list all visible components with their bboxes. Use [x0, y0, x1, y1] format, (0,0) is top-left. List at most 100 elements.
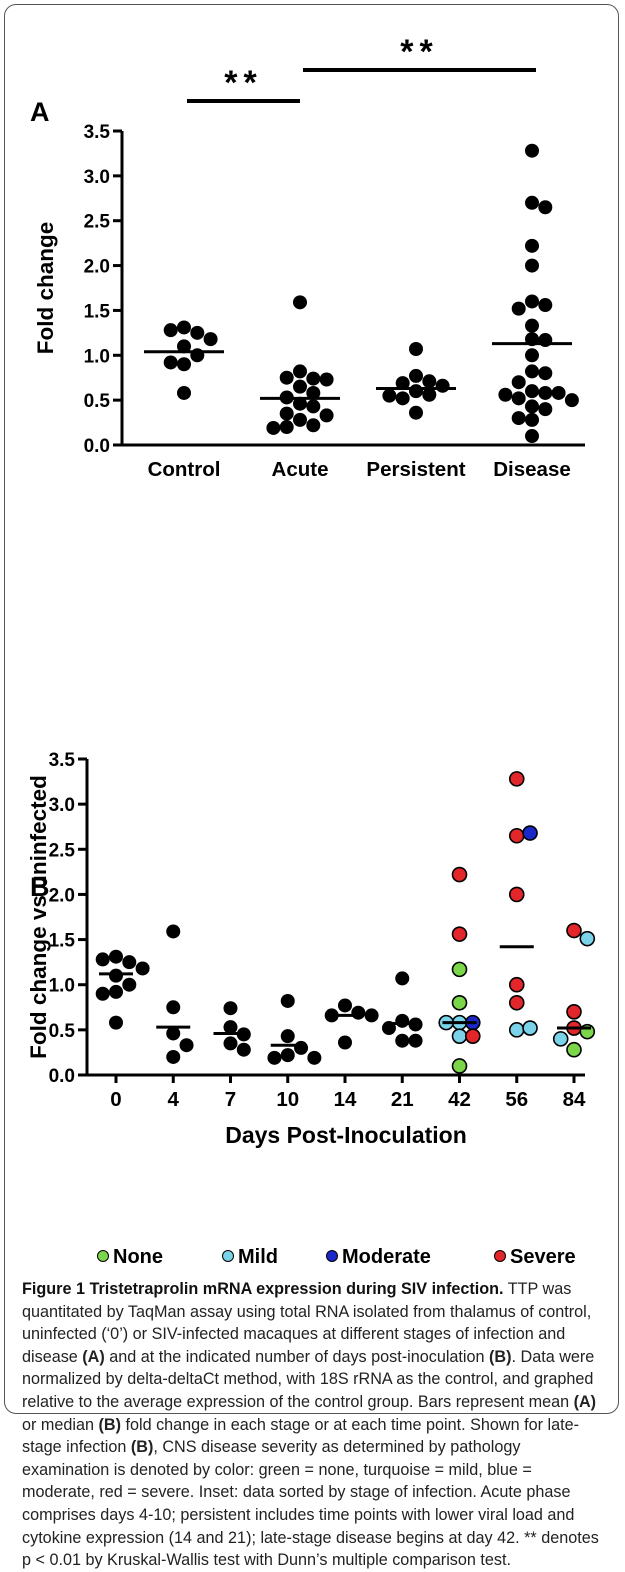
- legend-item-mild: Mild: [222, 1246, 278, 1269]
- data-point: [236, 1042, 251, 1057]
- caption-ref: (A): [573, 1392, 597, 1411]
- x-tick-label: 0: [110, 1088, 121, 1111]
- data-point: [525, 348, 539, 363]
- data-point: [166, 924, 181, 939]
- data-point: [177, 385, 191, 400]
- panel-label-A: A: [30, 97, 50, 127]
- y-tick-label: 3.0: [49, 795, 75, 816]
- x-tick-label: 42: [448, 1088, 471, 1111]
- legend-dot-severe: [494, 1249, 506, 1262]
- data-point: [525, 429, 539, 444]
- data-point: [451, 866, 468, 883]
- y-tick-label: 2.0: [84, 257, 110, 278]
- caption-text: or median: [22, 1415, 99, 1434]
- data-point: [566, 1041, 582, 1058]
- y-tick-label: 0.0: [84, 436, 110, 457]
- x-axis-label: Days Post-Inoculation: [225, 1122, 467, 1148]
- caption-ref: (B): [130, 1438, 154, 1457]
- y-tick-label: 2.5: [84, 212, 111, 233]
- data-point: [538, 298, 553, 313]
- x-tick-label: 7: [225, 1088, 236, 1111]
- data-point: [279, 370, 294, 385]
- data-point: [508, 976, 525, 993]
- data-point: [163, 323, 178, 338]
- y-tick-label: 0.0: [49, 1066, 75, 1087]
- data-point: [525, 195, 539, 210]
- data-point: [179, 1038, 194, 1053]
- caption-ref: (B): [98, 1415, 121, 1434]
- x-tick-label: 21: [391, 1088, 414, 1111]
- data-point: [551, 385, 566, 400]
- x-tick-label: Acute: [272, 458, 329, 481]
- x-tick-label: Persistent: [366, 458, 465, 481]
- caption-text: and at the indicated number of days post…: [104, 1347, 490, 1366]
- data-point: [538, 385, 553, 400]
- caption-text: , CNS disease severity as determined by …: [22, 1438, 599, 1570]
- data-point: [525, 258, 539, 273]
- data-point: [525, 384, 539, 399]
- data-point: [525, 143, 539, 158]
- data-point: [395, 1033, 410, 1048]
- data-point: [538, 402, 553, 417]
- data-point: [538, 200, 553, 215]
- data-point: [525, 399, 539, 414]
- significance-label: **: [224, 64, 262, 102]
- x-tick-label: 14: [334, 1088, 357, 1111]
- data-point: [395, 376, 410, 391]
- y-tick-label: 3.0: [84, 167, 110, 188]
- y-tick-label: 2.0: [49, 885, 75, 906]
- data-point: [293, 412, 307, 427]
- data-point: [566, 1003, 582, 1020]
- caption-title: Figure 1 Tristetraprolin mRNA expression…: [22, 1280, 504, 1298]
- data-point: [109, 949, 123, 964]
- caption-text: . Data were normalized by delta-deltaCt …: [22, 1347, 595, 1411]
- data-point: [525, 238, 539, 253]
- data-point: [451, 1058, 468, 1074]
- data-point: [279, 420, 294, 435]
- y-tick-label: 3.5: [84, 122, 111, 143]
- legend-label-severe: Severe: [510, 1246, 576, 1268]
- data-point: [293, 364, 307, 379]
- data-point: [511, 301, 526, 316]
- data-point: [306, 385, 321, 400]
- data-point: [203, 332, 218, 347]
- data-point: [508, 827, 525, 844]
- data-point: [579, 930, 596, 947]
- x-tick-label: 10: [276, 1088, 299, 1111]
- severity-legend: None Mild Moderate Severe: [0, 1246, 625, 1276]
- data-point: [338, 1035, 352, 1050]
- legend-dot-none: [97, 1249, 109, 1262]
- data-point: [307, 1050, 322, 1065]
- data-point: [109, 1015, 123, 1030]
- data-point: [511, 375, 526, 390]
- data-point: [525, 294, 539, 309]
- data-point: [395, 391, 410, 406]
- x-tick-label: 84: [563, 1088, 586, 1111]
- data-point: [409, 384, 423, 399]
- caption-text: TTP was quantitated by TaqMan assay usin…: [22, 1280, 592, 1366]
- data-point: [306, 371, 321, 386]
- legend-label-mild: Mild: [238, 1246, 278, 1268]
- data-point: [508, 886, 525, 903]
- data-point: [177, 339, 191, 354]
- data-point: [451, 994, 468, 1011]
- legend-item-none: None: [97, 1246, 163, 1269]
- data-point: [267, 1050, 282, 1065]
- data-point: [552, 1031, 569, 1047]
- data-point: [525, 364, 539, 379]
- y-axis-label: Fold change vs uninfected: [26, 775, 51, 1059]
- data-point: [451, 926, 468, 942]
- data-point: [280, 1048, 295, 1063]
- legend-label-moderate: Moderate: [342, 1246, 431, 1268]
- figure-chart: A 0.0 0.5 1.0 1.5 2.0 2.5 3.0 3.5 Control Acute Per…: [26, 33, 596, 1148]
- data-point: [109, 984, 123, 999]
- y-tick-label: 1.0: [84, 346, 110, 367]
- data-point: [364, 1008, 379, 1023]
- data-point: [306, 418, 321, 433]
- significance-label: **: [400, 33, 438, 71]
- y-tick-label: 1.5: [49, 931, 76, 952]
- data-point: [338, 998, 352, 1013]
- data-point: [280, 993, 295, 1008]
- y-tick-label: 0.5: [84, 391, 111, 412]
- panel-label-B: B: [30, 872, 50, 902]
